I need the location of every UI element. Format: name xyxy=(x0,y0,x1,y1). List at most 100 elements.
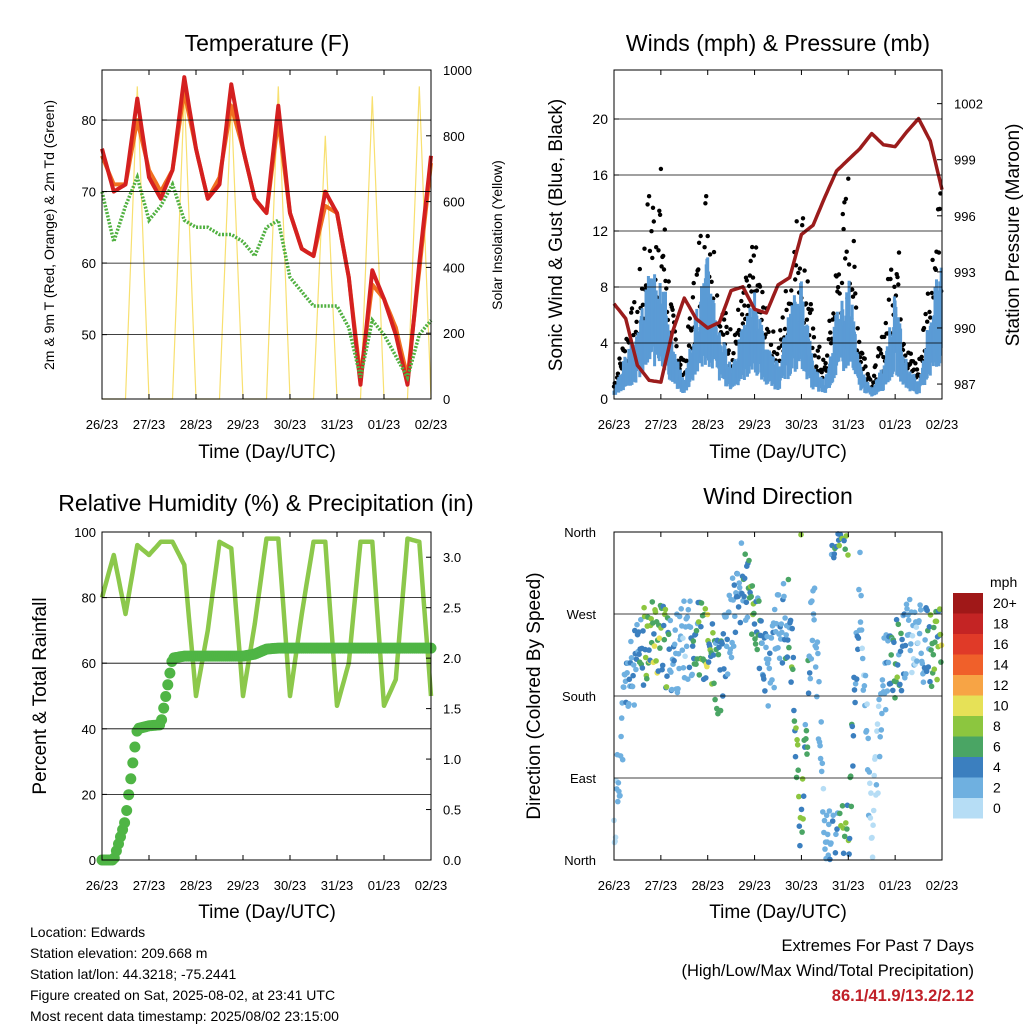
gust-point xyxy=(811,335,817,340)
direction-point xyxy=(806,670,813,676)
humidity-y2-tick-label: 0.0 xyxy=(443,853,461,868)
direction-point xyxy=(817,755,824,762)
direction-point xyxy=(698,600,705,606)
gust-point xyxy=(744,278,749,283)
gust-point xyxy=(637,266,642,272)
direction-point xyxy=(628,655,635,661)
gust-point xyxy=(645,202,650,207)
direction-point xyxy=(631,702,637,708)
direction-point xyxy=(734,571,741,577)
direction-point xyxy=(846,851,852,857)
speed-legend-swatch xyxy=(953,593,983,614)
direction-point xyxy=(818,719,824,725)
humidity-x-label: Time (Day/UTC) xyxy=(198,902,336,923)
gust-point xyxy=(691,280,696,286)
direction-point xyxy=(914,658,920,664)
figure-created: Figure created on Sat, 2025-08-02, at 23… xyxy=(30,987,336,1003)
direction-point xyxy=(771,606,778,613)
direction-point xyxy=(630,662,637,668)
direction-point xyxy=(853,676,860,682)
direction-point xyxy=(828,840,834,846)
direction-point xyxy=(618,733,624,740)
direction-point xyxy=(640,682,647,688)
temperature-x-tick-label: 30/23 xyxy=(274,417,307,432)
direction-point xyxy=(762,688,768,694)
direction-point xyxy=(809,637,816,644)
direction-point xyxy=(803,727,810,734)
direction-point xyxy=(858,592,864,599)
direction-point xyxy=(928,683,935,690)
gust-point xyxy=(796,270,801,276)
total-rainfall-point xyxy=(127,757,139,769)
direction-point xyxy=(891,639,897,646)
gust-point xyxy=(804,317,810,322)
direction-point xyxy=(923,668,930,675)
direction-point xyxy=(634,621,640,628)
gust-point xyxy=(901,341,906,347)
humidity-x-tick-label: 26/23 xyxy=(86,878,119,893)
gust-point xyxy=(709,279,714,284)
gust-point xyxy=(684,358,689,363)
direction-point xyxy=(785,637,791,643)
direction-point xyxy=(820,809,826,815)
direction-point xyxy=(763,644,769,651)
direction-point xyxy=(786,644,792,651)
direction-point xyxy=(852,699,858,706)
direction-point xyxy=(696,672,703,678)
extremes-heading: Extremes For Past 7 Days xyxy=(781,937,974,955)
gust-point xyxy=(771,329,776,334)
direction-point xyxy=(909,633,916,639)
direction-point xyxy=(741,593,747,600)
direction-point xyxy=(906,596,913,603)
temperature-y2-tick-label: 200 xyxy=(443,326,465,341)
winds-x-tick-label: 28/23 xyxy=(691,417,724,432)
direction-point xyxy=(855,635,862,641)
direction-point xyxy=(784,654,791,660)
direction-point xyxy=(792,753,799,760)
humidity-x-tick-label: 28/23 xyxy=(180,878,213,893)
direction-point xyxy=(788,679,794,685)
direction-point xyxy=(808,656,815,662)
gust-point xyxy=(878,351,884,356)
direction-point xyxy=(895,621,902,628)
direction-point xyxy=(646,647,652,653)
gust-point xyxy=(631,332,636,338)
direction-point xyxy=(761,676,767,682)
gust-point xyxy=(698,233,703,239)
gust-point xyxy=(721,332,726,337)
direction-point xyxy=(814,639,821,645)
direction-point xyxy=(791,718,798,724)
direction-point xyxy=(859,645,865,652)
gust-point xyxy=(871,380,876,385)
direction-point xyxy=(676,613,683,620)
gust-point xyxy=(651,219,656,224)
direction-point xyxy=(917,607,924,613)
gust-point xyxy=(883,320,888,326)
gust-point xyxy=(714,293,720,298)
speed-legend-swatch xyxy=(953,613,983,634)
total-rainfall-points xyxy=(96,642,437,866)
direction-point xyxy=(679,647,686,653)
direction-point xyxy=(649,599,656,605)
gust-point xyxy=(629,306,635,311)
direction-point xyxy=(878,727,885,733)
gust-point xyxy=(843,196,849,202)
direction-point xyxy=(905,617,912,623)
station-elevation: Station elevation: 209.668 m xyxy=(30,945,208,961)
gust-point xyxy=(852,264,857,269)
direction-point xyxy=(686,664,693,671)
direction-point xyxy=(890,687,896,694)
direction-point xyxy=(698,623,704,630)
direction-point xyxy=(789,625,795,632)
gust-point xyxy=(766,329,771,335)
temperature-y2-tick-label: 600 xyxy=(443,195,465,210)
direction-points xyxy=(611,531,945,863)
humidity-y2-tick-label: 2.5 xyxy=(443,601,461,616)
gust-point xyxy=(751,253,756,258)
direction-point xyxy=(704,611,711,618)
direction-point xyxy=(844,826,850,832)
humidity-x-tick-label: 02/23 xyxy=(415,878,448,893)
temperature-y2-tick-label: 400 xyxy=(443,260,465,275)
gust-point xyxy=(814,364,819,369)
total-rainfall-point xyxy=(125,773,137,785)
